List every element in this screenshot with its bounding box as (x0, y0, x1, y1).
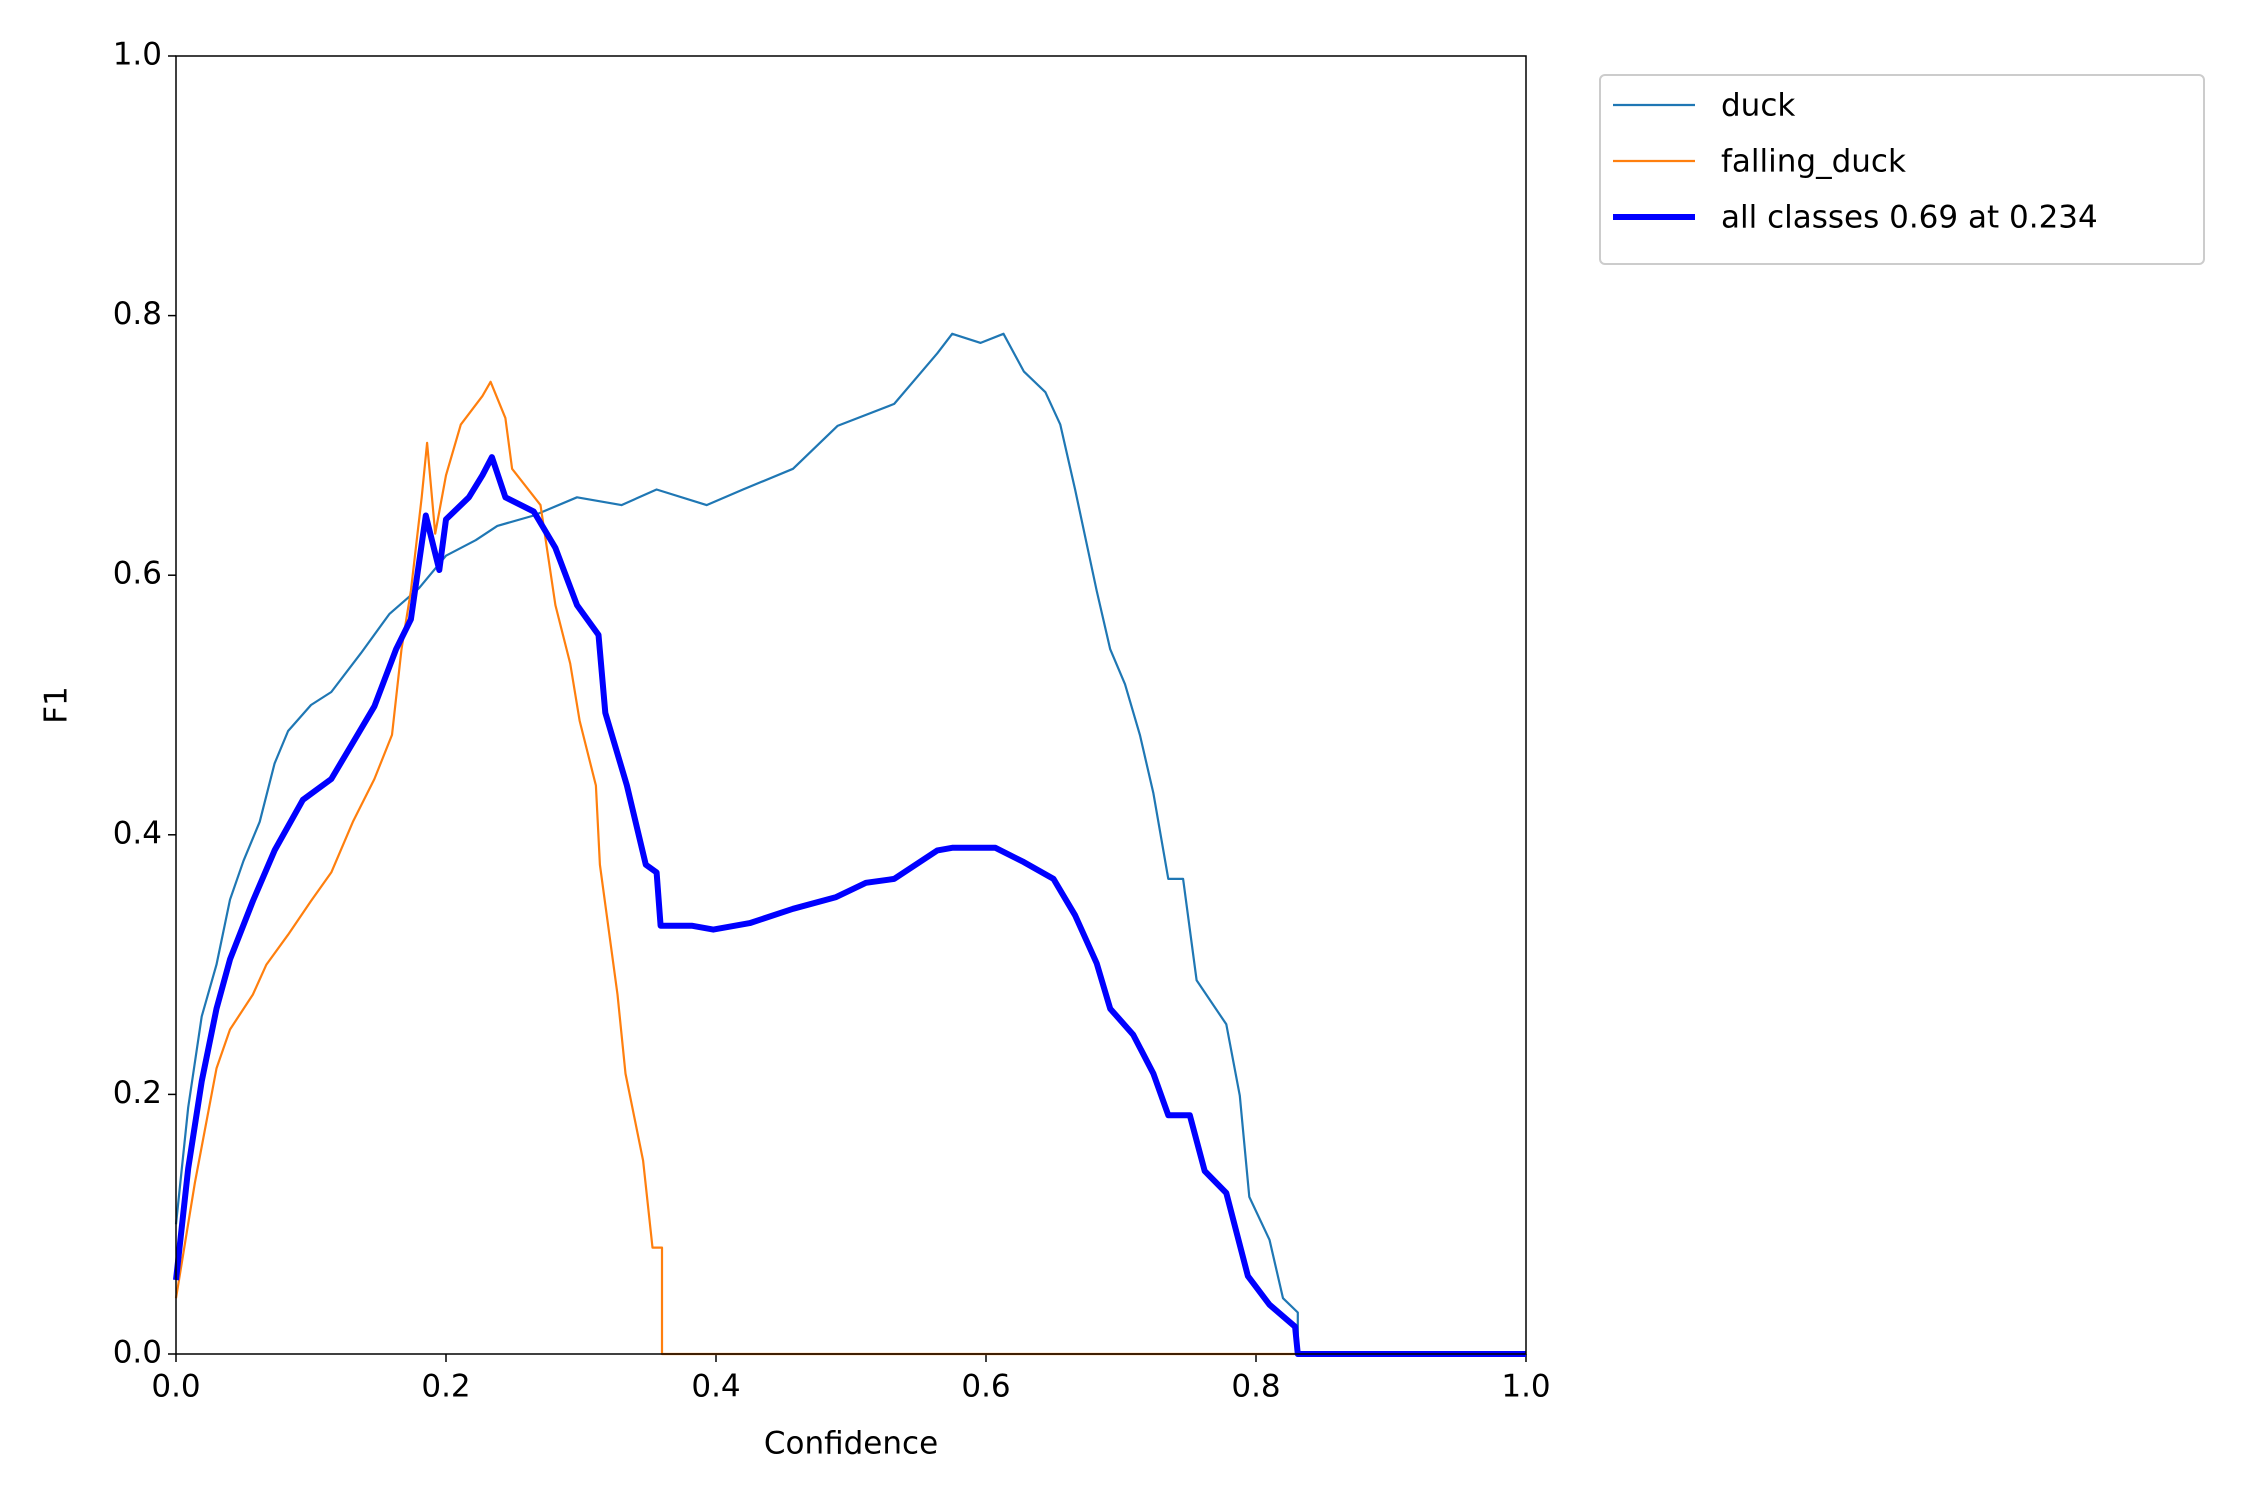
y-tick-label: 1.0 (113, 37, 162, 73)
line-series (174, 332, 1526, 1356)
y-tick-label: 0.4 (113, 815, 162, 851)
plot-frame (175, 55, 1527, 1355)
y-tick-label: 0.0 (113, 1335, 162, 1371)
x-tick-label: 1.0 (1501, 1369, 1550, 1405)
line-series (174, 380, 1526, 1356)
x-tick-label: 0.6 (961, 1369, 1010, 1405)
y-tick-label: 0.8 (113, 296, 162, 332)
x-tick-label: 0.4 (691, 1369, 740, 1405)
y-tick-label: 0.6 (113, 556, 162, 592)
x-axis-label: Confidence (764, 1426, 938, 1462)
legend-label: duck (1721, 88, 1795, 124)
legend-label: falling_duck (1721, 144, 1906, 180)
legend-label: all classes 0.69 at 0.234 (1721, 200, 2098, 236)
x-tick-label: 0.8 (1231, 1369, 1280, 1405)
y-tick-label: 0.2 (113, 1075, 162, 1111)
line-series (173, 454, 1526, 1357)
x-tick-label: 0.0 (151, 1369, 200, 1405)
y-axis-label: F1 (39, 686, 75, 724)
x-tick-label: 0.2 (421, 1369, 470, 1405)
legend-box (1599, 74, 2205, 265)
